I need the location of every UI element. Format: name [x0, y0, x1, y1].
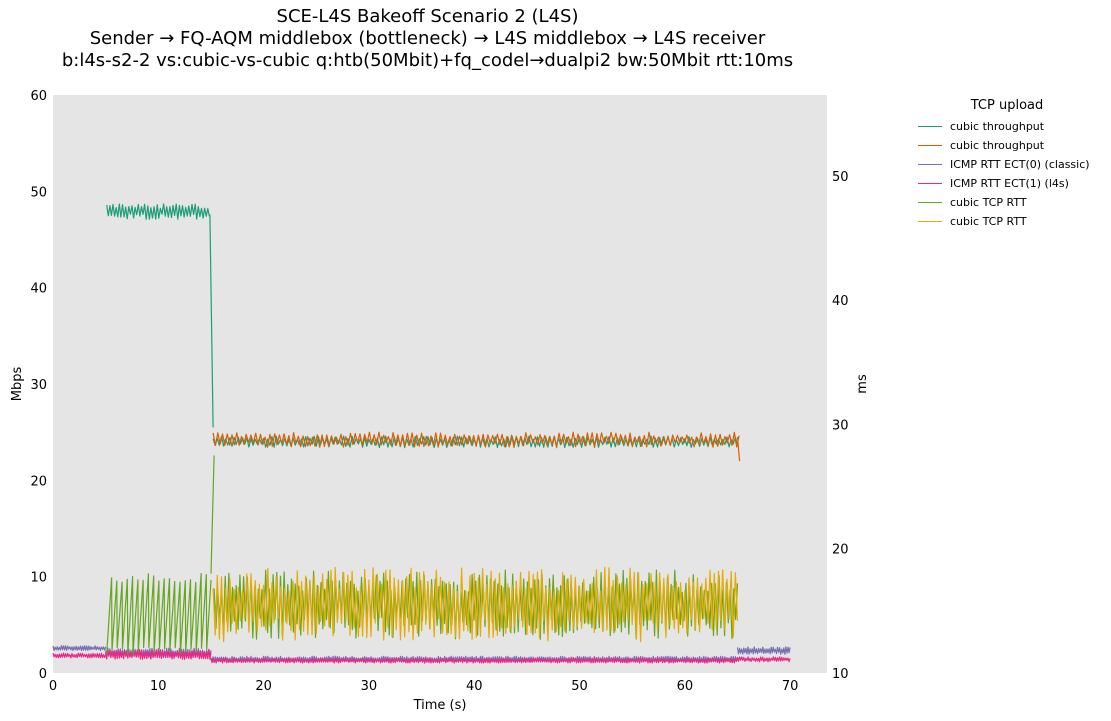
legend-item: ICMP RTT ECT(0) (classic): [912, 155, 1107, 174]
y-left-tick-label: 60: [30, 89, 47, 104]
y-left-tick-label: 30: [30, 378, 47, 393]
legend-swatch: [918, 126, 942, 127]
x-axis-label: Time (s): [413, 698, 467, 713]
legend: TCP upload cubic throughput cubic through…: [912, 98, 1107, 231]
x-tick-label: 20: [255, 679, 272, 694]
x-tick-label: 70: [782, 679, 799, 694]
series-line: [52, 648, 791, 664]
legend-item: ICMP RTT ECT(1) (l4s): [912, 174, 1107, 193]
chart-title-line-1: SCE-L4S Bakeoff Scenario 2 (L4S): [276, 6, 579, 27]
legend-item: cubic TCP RTT: [912, 193, 1107, 212]
legend-item: cubic TCP RTT: [912, 212, 1107, 231]
y-right-tick-label: 40: [832, 294, 849, 309]
y-left-tick-label: 40: [30, 282, 47, 297]
legend-label: cubic throughput: [950, 120, 1045, 133]
legend-rows: cubic throughput cubic throughput ICMP RTT…: [912, 117, 1107, 231]
legend-label: cubic TCP RTT: [950, 196, 1027, 209]
ticks-layer: 0 10 20 30 40 50 60 70 0 10 20 30 40 50 60 10 20 30 40 50: [30, 89, 848, 694]
y-axis-left-label: Mbps: [10, 367, 25, 402]
legend-swatch: [918, 221, 942, 222]
y-right-tick-label: 50: [832, 170, 849, 185]
x-tick-label: 30: [361, 679, 378, 694]
legend-label: cubic throughput: [950, 139, 1045, 152]
x-tick-label: 0: [49, 679, 57, 694]
y-left-tick-label: 10: [30, 571, 47, 586]
legend-label: cubic TCP RTT: [950, 215, 1027, 228]
legend-label: ICMP RTT ECT(0) (classic): [950, 158, 1090, 171]
legend-title: TCP upload: [970, 98, 1044, 113]
chart-title: SCE-L4S Bakeoff Scenario 2 (L4S) Sender …: [0, 6, 855, 72]
x-tick-label: 40: [466, 679, 483, 694]
y-axis-right-label: ms: [855, 374, 870, 394]
y-right-tick-label: 20: [832, 543, 849, 558]
x-tick-label: 50: [571, 679, 588, 694]
x-tick-label: 60: [677, 679, 694, 694]
plot-area: [53, 95, 827, 673]
legend-item: cubic throughput: [912, 136, 1107, 155]
series-layer: [52, 203, 791, 664]
x-tick-label: 10: [150, 679, 167, 694]
series-line: [52, 645, 791, 663]
y-left-tick-label: 0: [39, 667, 47, 682]
y-left-tick-label: 50: [30, 185, 47, 200]
legend-swatch: [918, 202, 942, 203]
series-line: [212, 566, 739, 643]
y-left-tick-label: 20: [30, 474, 47, 489]
chart-title-line-3: b:l4s-s2-2 vs:cubic-vs-cubic q:htb(50Mbi…: [61, 50, 794, 71]
legend-label: ICMP RTT ECT(1) (l4s): [950, 177, 1069, 190]
legend-swatch: [918, 145, 942, 146]
legend-item: cubic throughput: [912, 117, 1107, 136]
legend-swatch: [918, 183, 942, 184]
chart-title-line-2: Sender → FQ-AQM middlebox (bottleneck) →…: [89, 28, 766, 49]
y-right-tick-label: 10: [832, 667, 849, 682]
series-line: [212, 431, 741, 462]
legend-swatch: [918, 164, 942, 165]
y-right-tick-label: 30: [832, 418, 849, 433]
